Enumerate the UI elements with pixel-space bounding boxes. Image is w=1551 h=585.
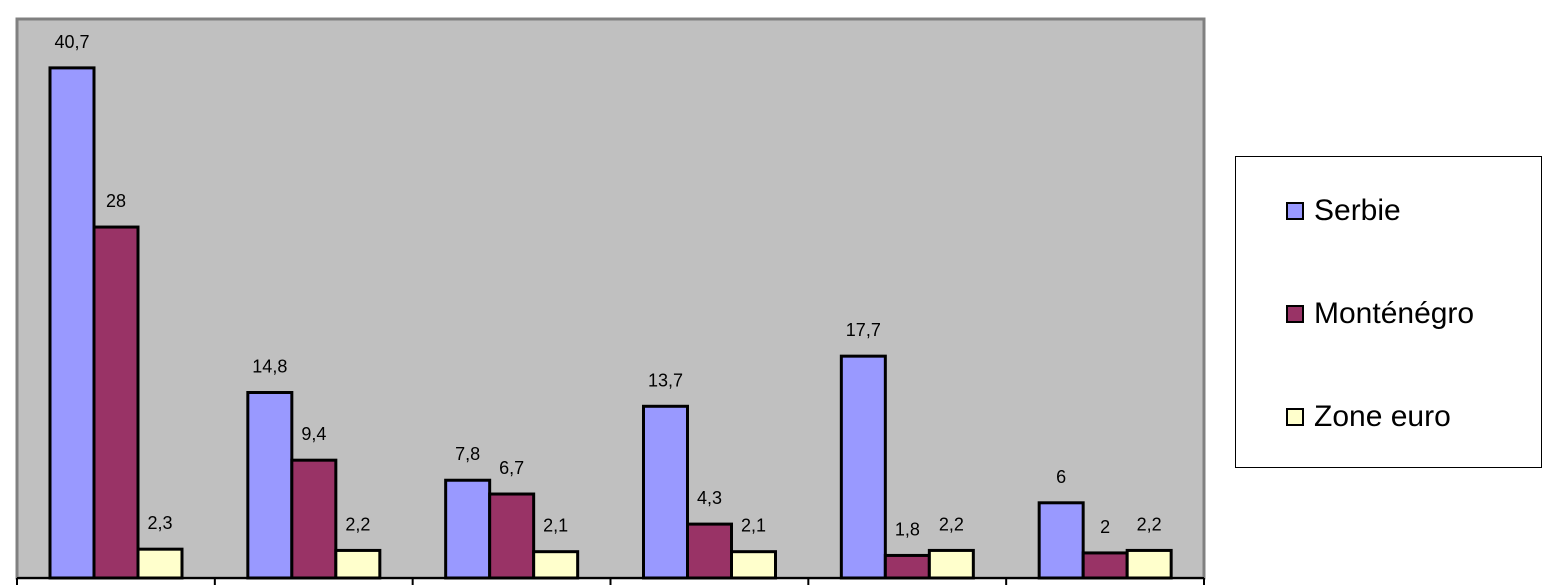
bar-0-3 <box>642 404 689 580</box>
bar-1-0 <box>92 225 140 580</box>
data-label-1-4: 1,8 <box>895 519 920 539</box>
data-label-1-0: 28 <box>106 191 126 211</box>
legend-swatch-serbie <box>1286 202 1304 220</box>
data-label-0-2: 7,8 <box>455 444 480 464</box>
data-label-1-3: 4,3 <box>697 488 722 508</box>
legend: Serbie Monténégro Zone euro <box>1235 156 1542 468</box>
data-label-2-2: 2,1 <box>543 516 568 536</box>
data-label-2-1: 2,2 <box>345 514 370 534</box>
data-label-2-5: 2,2 <box>1137 514 1162 534</box>
bar-1-5 <box>1081 551 1129 580</box>
bar-2-1 <box>334 548 382 580</box>
data-label-1-1: 9,4 <box>301 424 326 444</box>
data-label-0-1: 14,8 <box>252 357 287 377</box>
data-label-1-5: 2 <box>1100 517 1110 537</box>
bar-0-0 <box>48 66 96 580</box>
legend-label-serbie: Serbie <box>1314 194 1401 227</box>
legend-swatch-zone-euro <box>1286 408 1304 426</box>
bar-0-4 <box>839 354 887 580</box>
bar-1-2 <box>488 492 536 580</box>
bar-2-2 <box>532 550 580 580</box>
data-label-2-3: 2,1 <box>741 516 766 536</box>
plot-area <box>15 17 1206 580</box>
legend-label-zone-euro: Zone euro <box>1314 400 1451 433</box>
data-label-0-4: 17,7 <box>846 320 881 340</box>
data-label-0-3: 13,7 <box>648 370 683 390</box>
bar-1-3 <box>686 522 733 580</box>
bar-0-2 <box>444 478 492 580</box>
bar-0-1 <box>246 391 294 580</box>
legend-label-montenegro: Monténégro <box>1314 297 1475 330</box>
bar-1-1 <box>290 458 338 580</box>
data-label-1-2: 6,7 <box>499 458 524 478</box>
legend-item-serbie: Serbie <box>1286 194 1401 227</box>
bar-1-4 <box>883 553 931 580</box>
data-label-2-4: 2,2 <box>939 514 964 534</box>
bar-2-0 <box>136 547 184 580</box>
legend-item-zone-euro: Zone euro <box>1286 400 1451 433</box>
bar-2-4 <box>927 548 975 580</box>
data-label-2-0: 2,3 <box>147 513 172 533</box>
bar-0-5 <box>1037 501 1085 580</box>
legend-item-montenegro: Monténégro <box>1286 297 1475 330</box>
bar-2-5 <box>1125 548 1173 580</box>
data-label-0-5: 6 <box>1056 467 1066 487</box>
legend-swatch-montenegro <box>1286 305 1304 323</box>
data-label-0-0: 40,7 <box>54 32 89 52</box>
bar-2-3 <box>730 550 777 580</box>
